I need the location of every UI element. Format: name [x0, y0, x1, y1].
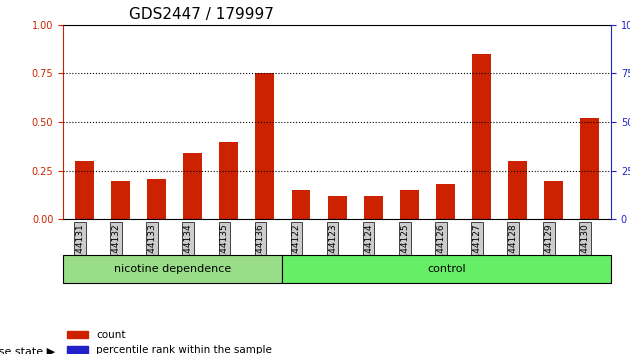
- Text: GSM144130: GSM144130: [580, 224, 590, 278]
- Bar: [364, 196, 382, 219]
- Text: GSM144133: GSM144133: [148, 224, 157, 278]
- Text: disease state ▶: disease state ▶: [0, 347, 55, 354]
- Bar: [256, 73, 275, 219]
- Bar: [544, 181, 563, 219]
- Bar: [508, 161, 527, 219]
- Legend: count, percentile rank within the sample: count, percentile rank within the sample: [63, 326, 277, 354]
- Text: GSM144131: GSM144131: [76, 224, 84, 278]
- Bar: [112, 181, 130, 219]
- Bar: [472, 54, 491, 219]
- Text: GSM144127: GSM144127: [472, 224, 481, 278]
- Bar: [478, 218, 484, 219]
- Text: control: control: [427, 264, 466, 274]
- Bar: [292, 190, 311, 219]
- Text: GSM144132: GSM144132: [112, 224, 121, 278]
- Bar: [75, 161, 94, 219]
- Bar: [328, 196, 347, 219]
- Text: GSM144124: GSM144124: [364, 224, 373, 278]
- Bar: [183, 153, 202, 219]
- Bar: [580, 118, 599, 219]
- Bar: [147, 178, 166, 219]
- Text: GSM144129: GSM144129: [544, 224, 553, 278]
- Bar: [399, 190, 418, 219]
- Text: nicotine dependence: nicotine dependence: [114, 264, 231, 274]
- Text: GDS2447 / 179997: GDS2447 / 179997: [129, 7, 273, 22]
- Text: GSM144125: GSM144125: [400, 224, 409, 278]
- Text: GSM144136: GSM144136: [256, 224, 265, 278]
- Text: GSM144122: GSM144122: [292, 224, 301, 278]
- Text: GSM144126: GSM144126: [436, 224, 445, 278]
- Text: GSM144135: GSM144135: [220, 224, 229, 278]
- FancyBboxPatch shape: [282, 255, 611, 283]
- FancyBboxPatch shape: [63, 255, 282, 283]
- Text: GSM144128: GSM144128: [508, 224, 517, 278]
- Bar: [219, 142, 238, 219]
- Text: GSM144134: GSM144134: [184, 224, 193, 278]
- Bar: [436, 184, 455, 219]
- Text: GSM144123: GSM144123: [328, 224, 337, 278]
